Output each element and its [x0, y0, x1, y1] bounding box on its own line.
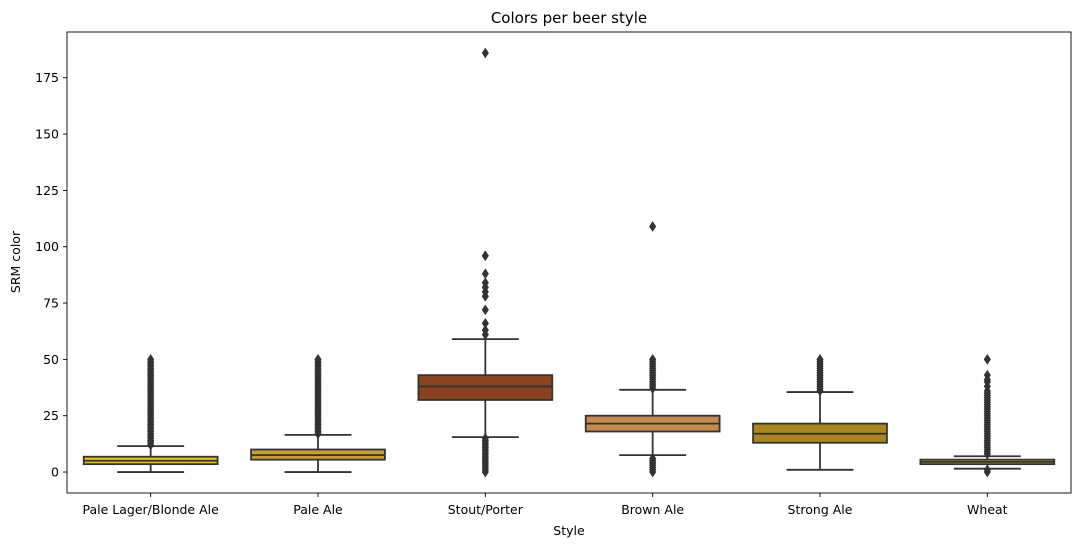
- y-tick-label: 50: [43, 352, 59, 367]
- outlier-point: [983, 354, 991, 365]
- x-tick-label: Stout/Porter: [448, 502, 524, 517]
- x-tick-label: Pale Lager/Blonde Ale: [83, 502, 220, 517]
- y-tick-label: 100: [35, 239, 59, 254]
- outlier-point: [649, 354, 657, 365]
- box-brown-ale: [584, 221, 721, 478]
- outlier-point: [314, 354, 322, 365]
- outlier-point: [481, 47, 489, 59]
- outlier-point: [983, 369, 991, 381]
- y-axis: 0 25 50 75 100 125 150 175: [35, 70, 67, 480]
- outlier-point: [481, 268, 489, 280]
- chart-title: Colors per beer style: [491, 9, 647, 27]
- outlier-point: [649, 453, 657, 464]
- x-axis: Pale Lager/Blonde Ale Pale Ale Stout/Porte…: [83, 493, 1008, 517]
- x-tick-label: Strong Ale: [788, 502, 853, 517]
- outlier-point: [481, 304, 489, 316]
- outlier-point: [816, 354, 824, 365]
- y-tick-label: 75: [43, 296, 59, 311]
- box-pale-ale: [250, 354, 386, 473]
- box-stout-porter: [417, 47, 554, 478]
- y-axis-title: SRM color: [8, 230, 23, 293]
- box-wheat: [919, 354, 1056, 478]
- axes-frame: [66, 31, 1072, 494]
- outlier-point: [481, 317, 489, 329]
- y-tick-label: 150: [35, 127, 59, 142]
- y-tick-label: 175: [35, 70, 59, 85]
- x-tick-label: Wheat: [967, 502, 1008, 517]
- y-tick-label: 125: [35, 183, 59, 198]
- outlier-point: [481, 277, 489, 289]
- x-tick-label: Pale Ale: [293, 502, 343, 517]
- outlier-point: [481, 250, 489, 262]
- box-pale-lager-blonde-ale: [82, 354, 219, 473]
- box-strong-ale: [752, 354, 888, 471]
- y-tick-label: 25: [43, 408, 59, 423]
- plot-area: [82, 47, 1056, 478]
- outlier-point: [649, 221, 657, 232]
- outlier-point: [481, 432, 489, 444]
- outlier-point: [983, 464, 991, 476]
- iqr-box: [417, 374, 554, 401]
- y-tick-label: 0: [51, 465, 59, 480]
- outlier-point: [481, 324, 489, 336]
- x-tick-label: Brown Ale: [621, 502, 684, 517]
- x-axis-title: Style: [553, 523, 585, 538]
- outlier-point: [147, 354, 155, 365]
